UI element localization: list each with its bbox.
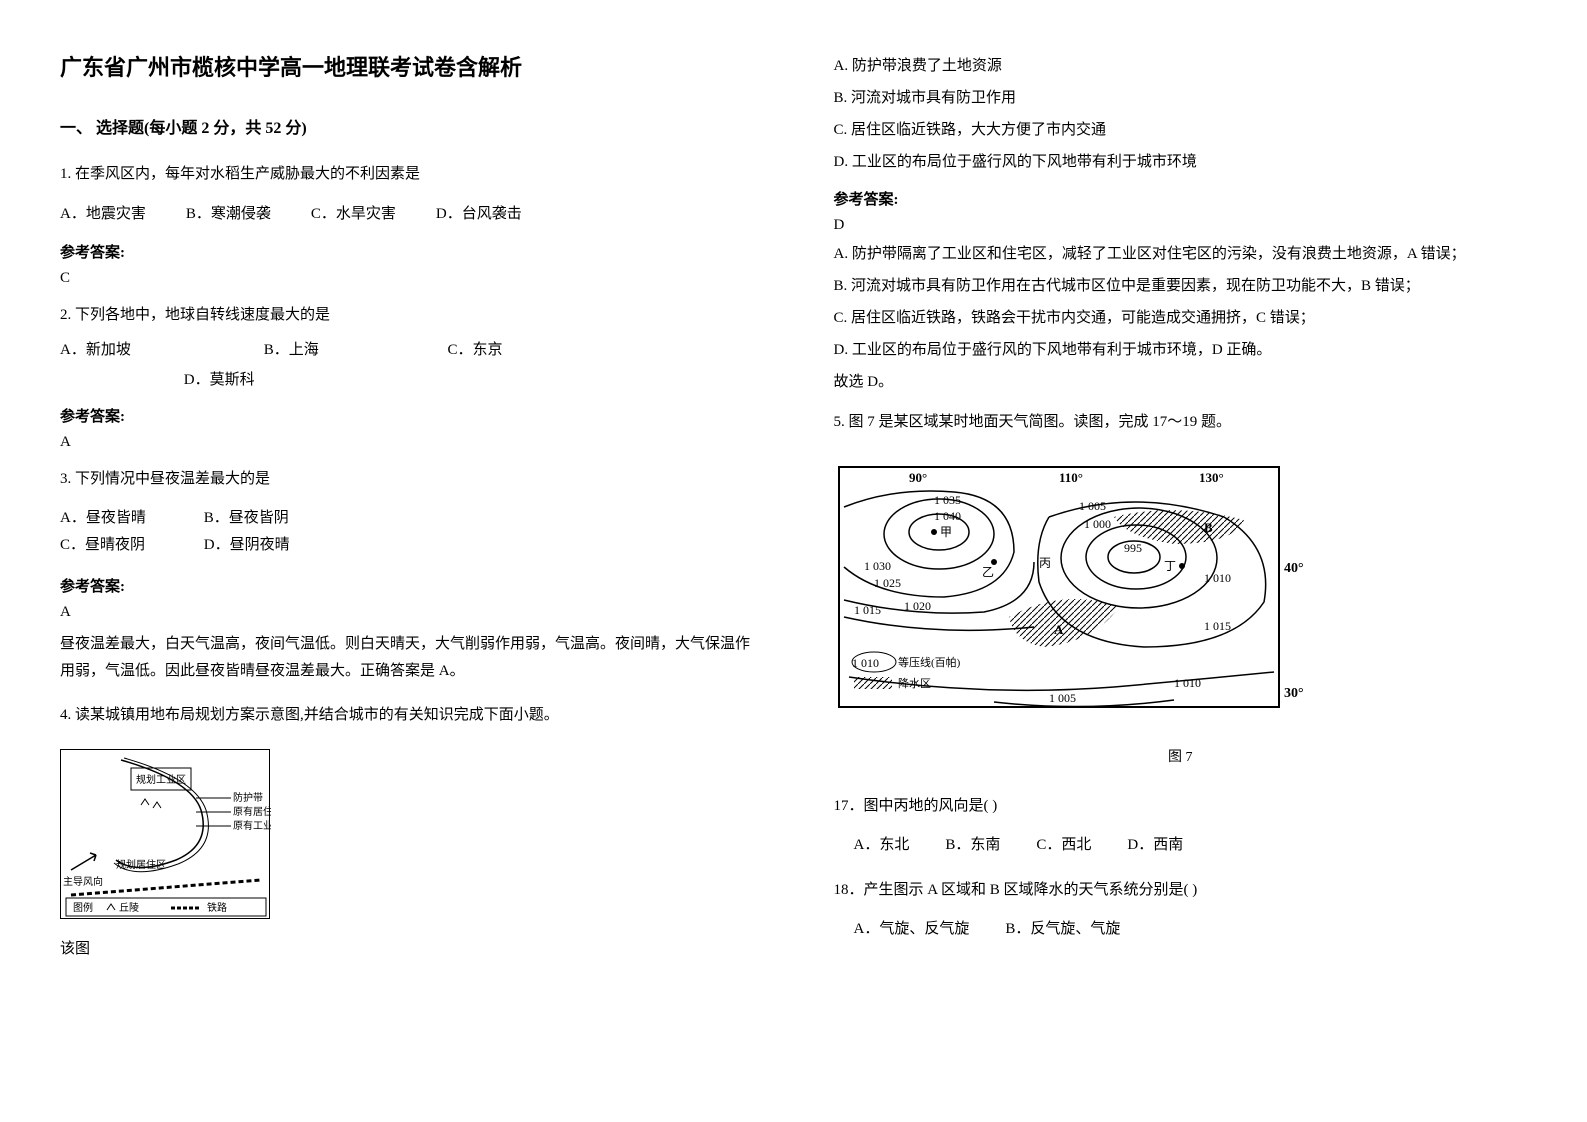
q18-opt-a: A．气旋、反气旋 [854,917,970,938]
q5-stem: 5. 图 7 是某区域某时地面天气简图。读图，完成 17～19 题。 [834,410,1528,434]
q5-weather-map: 90° 110° 130° 40° 30° 1 035 1 040 甲 1 03… [834,462,1528,732]
svg-text:1 020: 1 020 [904,599,931,613]
svg-text:1 025: 1 025 [874,576,901,590]
q1-opt-a: A．地震灾害 [60,202,146,223]
svg-text:主导风向: 主导风向 [63,875,103,888]
svg-text:1 005: 1 005 [1079,499,1106,513]
svg-text:规划居住区: 规划居住区 [116,858,166,871]
lon-130: 130° [1199,470,1224,485]
q4-conclusion: 故选 D。 [834,370,1528,394]
legend-precip: 降水区 [898,676,931,690]
q3-opt-b: B．昼夜皆阴 [204,510,289,526]
lat-30: 30° [1284,686,1304,701]
q17-stem: 17．图中丙地的风向是( ) [834,794,1528,815]
q4-expl-c: C. 居住区临近铁路，铁路会干扰市内交通，可能造成交通拥挤，C 错误； [834,306,1528,330]
q4-diagram: 规划工业区 防护带 原有居住区 原有工业区 规划居住区 主导风向 图例 丘陵 铁… [60,749,270,919]
svg-text:甲: 甲 [940,525,952,539]
q1-opt-c: C．水旱灾害 [311,202,396,223]
q4-expl-a: A. 防护带隔离了工业区和住宅区，减轻了工业区对住宅区的污染，没有浪费土地资源，… [834,242,1528,266]
q2-answer-label: 参考答案: [60,405,754,426]
svg-text:1 040: 1 040 [934,509,961,523]
svg-text:1 035: 1 035 [934,493,961,507]
svg-text:铁路: 铁路 [207,901,227,914]
left-column: 广东省广州市榄核中学高一地理联考试卷含解析 一、 选择题(每小题 2 分，共 5… [60,50,754,962]
svg-text:1 015: 1 015 [1204,619,1231,633]
q1-opt-d: D．台风袭击 [436,202,522,223]
q3-stem: 3. 下列情况中昼夜温差最大的是 [60,467,754,491]
q18-opt-b: B．反气旋、气旋 [1005,917,1120,938]
section-1-header: 一、 选择题(每小题 2 分，共 52 分) [60,114,754,138]
weather-map-svg: 90° 110° 130° 40° 30° 1 035 1 040 甲 1 03… [834,462,1304,732]
lon-110: 110° [1059,470,1083,485]
q3-options: A．昼夜皆晴 B．昼夜皆阴 C．昼晴夜阴 D．昼阴夜晴 [60,505,754,559]
q1-options: A．地震灾害 B．寒潮侵袭 C．水旱灾害 D．台风袭击 [60,202,754,223]
q17-options: A．东北 B．东南 C．西北 D．西南 [854,833,1528,854]
q1-opt-b: B．寒潮侵袭 [186,202,271,223]
q2-opt-b: B．上海 [264,335,444,365]
svg-text:丙: 丙 [1039,556,1051,570]
q2-stem: 2. 下列各地中，地球自转线速度最大的是 [60,303,754,327]
legend-isobar: 等压线(百帕) [898,655,961,669]
exam-title: 广东省广州市榄核中学高一地理联考试卷含解析 [60,50,754,82]
city-plan-svg: 规划工业区 防护带 原有居住区 原有工业区 规划居住区 主导风向 图例 丘陵 铁… [61,750,271,920]
q4-expl-b: B. 河流对城市具有防卫作用在古代城市区位中是重要因素，现在防卫功能不大，B 错… [834,274,1528,298]
svg-text:1 010: 1 010 [1174,676,1201,690]
q4-opt-d: D. 工业区的布局位于盛行风的下风地带有利于城市环境 [834,150,1528,174]
q3-answer-label: 参考答案: [60,575,754,596]
svg-text:原有居住区: 原有居住区 [233,805,271,818]
q4-expl-d: D. 工业区的布局位于盛行风的下风地带有利于城市环境，D 正确。 [834,338,1528,362]
q2-opt-c: C．东京 [448,342,503,358]
q2-answer: A [60,434,754,451]
q2-opt-a: A．新加坡 [60,335,260,365]
q3-opt-d: D．昼阴夜晴 [204,537,290,553]
svg-text:A: A [1054,622,1064,637]
q4-opt-b: B. 河流对城市具有防卫作用 [834,86,1528,110]
svg-text:B: B [1204,520,1213,535]
q4-diagram-note: 该图 [60,937,754,958]
q3-opt-c: C．昼晴夜阴 [60,532,200,559]
q4-answer: D [834,217,1528,234]
svg-text:1 030: 1 030 [864,559,891,573]
svg-text:乙: 乙 [982,565,994,579]
svg-text:图例: 图例 [73,901,93,914]
svg-text:丁: 丁 [1164,559,1176,573]
q1-answer: C [60,270,754,287]
q3-explanation: 昼夜温差最大，白天气温高，夜间气温低。则白天晴天，大气削弱作用弱，气温高。夜间晴… [60,631,754,685]
svg-text:1 000: 1 000 [1084,517,1111,531]
q17-opt-a: A．东北 [854,833,910,854]
right-column: A. 防护带浪费了土地资源 B. 河流对城市具有防卫作用 C. 居住区临近铁路，… [834,50,1528,962]
svg-text:原有工业区: 原有工业区 [233,819,271,832]
q17-opt-d: D．西南 [1127,833,1183,854]
q3-opt-a: A．昼夜皆晴 [60,505,200,532]
q4-stem: 4. 读某城镇用地布局规划方案示意图,并结合城市的有关知识完成下面小题。 [60,703,754,727]
q3-answer: A [60,604,754,621]
q2-opt-d: D．莫斯科 [184,372,255,388]
lon-90: 90° [909,470,927,485]
label-industrial: 规划工业区 [136,773,186,786]
q1-answer-label: 参考答案: [60,241,754,262]
svg-text:防护带: 防护带 [233,791,263,804]
q18-stem: 18．产生图示 A 区域和 B 区域降水的天气系统分别是( ) [834,878,1528,899]
q5-figure-caption: 图 7 [834,746,1528,766]
svg-text:1 015: 1 015 [854,603,881,617]
q4-answer-label: 参考答案: [834,188,1528,209]
svg-text:1 005: 1 005 [1049,691,1076,705]
svg-text:995: 995 [1124,541,1142,555]
q4-opt-a: A. 防护带浪费了土地资源 [834,54,1528,78]
q1-stem: 1. 在季风区内，每年对水稻生产威胁最大的不利因素是 [60,162,754,186]
q17-opt-b: B．东南 [945,833,1000,854]
svg-text:1 010: 1 010 [1204,571,1231,585]
q4-opt-c: C. 居住区临近铁路，大大方便了市内交通 [834,118,1528,142]
lat-40: 40° [1284,561,1304,576]
q2-options: A．新加坡 B．上海 C．东京 D．莫斯科 [60,335,754,395]
svg-text:丘陵: 丘陵 [119,902,139,914]
q17-opt-c: C．西北 [1036,833,1091,854]
q18-options: A．气旋、反气旋 B．反气旋、气旋 [854,917,1528,938]
